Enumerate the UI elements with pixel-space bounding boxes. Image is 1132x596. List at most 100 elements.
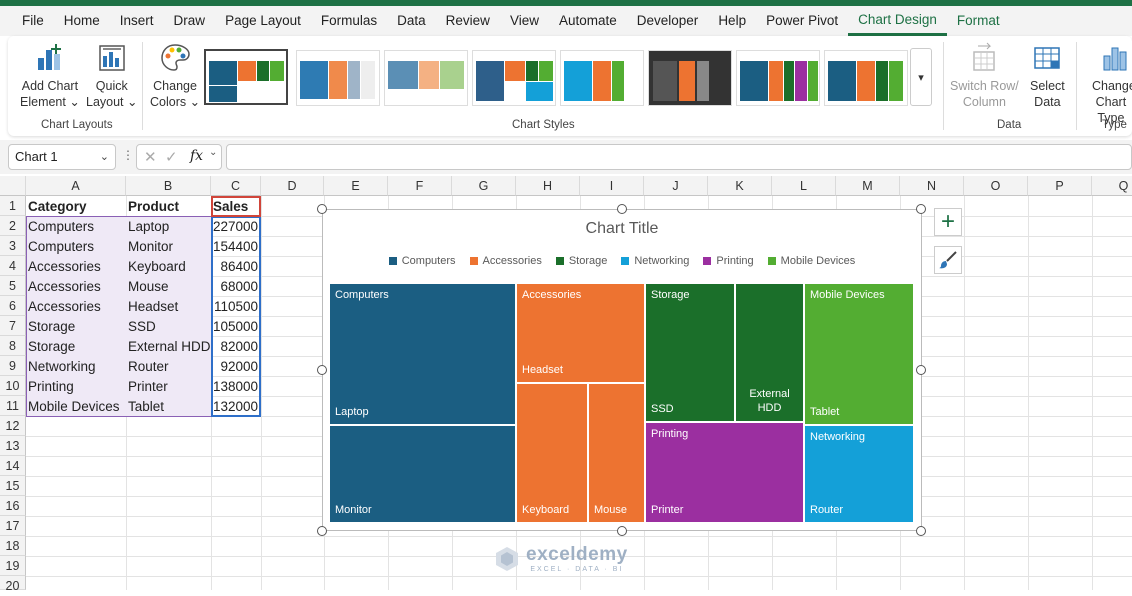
- chart-style-1[interactable]: [204, 49, 288, 105]
- table-cell[interactable]: 132000: [213, 399, 259, 414]
- table-cell[interactable]: Accessories: [28, 299, 101, 314]
- column-header-k[interactable]: K: [708, 176, 772, 196]
- row-header[interactable]: 13: [0, 436, 26, 456]
- table-cell[interactable]: 138000: [213, 379, 259, 394]
- add-chart-element-button[interactable]: Add Chart Element ⌄: [20, 42, 80, 110]
- formula-input[interactable]: [226, 144, 1132, 170]
- row-header[interactable]: 2: [0, 216, 26, 236]
- column-header-o[interactable]: O: [964, 176, 1028, 196]
- treemap-tile-tablet[interactable]: Mobile Devices Tablet: [804, 283, 914, 425]
- row-header[interactable]: 17: [0, 516, 26, 536]
- column-header-m[interactable]: M: [836, 176, 900, 196]
- table-cell[interactable]: Computers: [28, 219, 95, 234]
- insert-function-icon[interactable]: fx: [190, 148, 204, 164]
- row-header[interactable]: 6: [0, 296, 26, 316]
- treemap-tile-laptop[interactable]: Computers Laptop: [329, 283, 516, 425]
- row-header[interactable]: 1: [0, 196, 26, 216]
- chart-title[interactable]: Chart Title: [585, 220, 659, 237]
- column-header-g[interactable]: G: [452, 176, 516, 196]
- tab-power-pivot[interactable]: Power Pivot: [766, 13, 839, 28]
- switch-row-column-button[interactable]: Switch Row/ Column: [950, 42, 1019, 110]
- resize-handle[interactable]: [617, 526, 627, 536]
- table-cell[interactable]: 110500: [213, 299, 258, 314]
- table-cell[interactable]: Mobile Devices: [28, 399, 120, 414]
- row-header[interactable]: 15: [0, 476, 26, 496]
- table-header-sales[interactable]: Sales: [213, 199, 249, 214]
- table-cell[interactable]: 86400: [220, 259, 258, 274]
- treemap-tile-printer[interactable]: Printing Printer: [645, 422, 804, 523]
- more-options-icon[interactable]: ⋮: [122, 148, 134, 162]
- chart-style-7[interactable]: [736, 50, 820, 106]
- tab-view[interactable]: View: [509, 13, 539, 28]
- column-header-a[interactable]: A: [26, 176, 126, 196]
- name-box[interactable]: Chart 1 ⌄: [8, 144, 116, 170]
- chart-style-2[interactable]: [296, 50, 380, 106]
- row-header[interactable]: 14: [0, 456, 26, 476]
- resize-handle[interactable]: [317, 526, 327, 536]
- row-header[interactable]: 3: [0, 236, 26, 256]
- column-header-f[interactable]: F: [388, 176, 452, 196]
- table-cell[interactable]: Keyboard: [128, 259, 186, 274]
- chart-style-5[interactable]: [560, 50, 644, 106]
- row-header[interactable]: 16: [0, 496, 26, 516]
- table-cell[interactable]: Networking: [28, 359, 96, 374]
- tab-formulas[interactable]: Formulas: [320, 13, 378, 28]
- tab-insert[interactable]: Insert: [119, 13, 154, 28]
- tab-automate[interactable]: Automate: [558, 13, 617, 28]
- column-header-b[interactable]: B: [126, 176, 211, 196]
- treemap-tile-monitor[interactable]: Monitor: [329, 425, 516, 523]
- row-header[interactable]: 19: [0, 556, 26, 576]
- resize-handle[interactable]: [916, 365, 926, 375]
- tab-page-layout[interactable]: Page Layout: [225, 13, 301, 28]
- row-header[interactable]: 12: [0, 416, 26, 436]
- table-cell[interactable]: 92000: [220, 359, 258, 374]
- row-header[interactable]: 9: [0, 356, 26, 376]
- column-header-l[interactable]: L: [772, 176, 836, 196]
- tab-review[interactable]: Review: [445, 13, 490, 28]
- table-cell[interactable]: 227000: [213, 219, 259, 234]
- column-header-q[interactable]: Q: [1092, 176, 1132, 196]
- column-header-j[interactable]: J: [644, 176, 708, 196]
- table-cell[interactable]: 154400: [213, 239, 259, 254]
- gallery-more-button[interactable]: ▾: [910, 48, 932, 106]
- table-cell[interactable]: Printer: [128, 379, 168, 394]
- treemap-tile-router[interactable]: Networking Router: [804, 425, 914, 523]
- treemap-tile-mouse[interactable]: Mouse: [588, 383, 645, 523]
- table-cell[interactable]: Accessories: [28, 259, 101, 274]
- resize-handle[interactable]: [916, 204, 926, 214]
- chart-elements-button[interactable]: +: [934, 208, 962, 236]
- change-chart-type-button[interactable]: Change Chart Type: [1084, 42, 1132, 126]
- table-cell[interactable]: Router: [128, 359, 169, 374]
- select-data-button[interactable]: Select Data: [1030, 42, 1065, 110]
- tab-home[interactable]: Home: [63, 13, 100, 28]
- tab-draw[interactable]: Draw: [173, 13, 206, 28]
- row-header[interactable]: 4: [0, 256, 26, 276]
- column-header-e[interactable]: E: [324, 176, 388, 196]
- chart-style-4[interactable]: [472, 50, 556, 106]
- table-cell[interactable]: Monitor: [128, 239, 174, 254]
- row-header[interactable]: 5: [0, 276, 26, 296]
- row-header[interactable]: 20: [0, 576, 26, 593]
- resize-handle[interactable]: [617, 204, 627, 214]
- tab-developer[interactable]: Developer: [636, 13, 699, 28]
- chart-legend[interactable]: Computers Accessories Storage Networking…: [323, 255, 921, 267]
- cancel-icon[interactable]: ✕: [144, 149, 157, 166]
- table-cell[interactable]: Printing: [28, 379, 74, 394]
- resize-handle[interactable]: [916, 526, 926, 536]
- tab-file[interactable]: File: [22, 13, 44, 28]
- row-header[interactable]: 10: [0, 376, 26, 396]
- table-header-category[interactable]: Category: [28, 199, 87, 214]
- column-header-c[interactable]: C: [211, 176, 261, 196]
- quick-layout-button[interactable]: Quick Layout ⌄: [86, 42, 137, 110]
- row-header[interactable]: 7: [0, 316, 26, 336]
- treemap-tile-ssd[interactable]: Storage SSD: [645, 283, 735, 422]
- column-header-n[interactable]: N: [900, 176, 964, 196]
- table-cell[interactable]: Accessories: [28, 279, 101, 294]
- table-cell[interactable]: 68000: [220, 279, 258, 294]
- treemap-tile-headset[interactable]: Accessories Headset: [516, 283, 645, 383]
- resize-handle[interactable]: [317, 365, 327, 375]
- chart-style-6[interactable]: [648, 50, 732, 106]
- column-header-p[interactable]: P: [1028, 176, 1092, 196]
- tab-data[interactable]: Data: [397, 13, 426, 28]
- tab-format[interactable]: Format: [956, 13, 1000, 28]
